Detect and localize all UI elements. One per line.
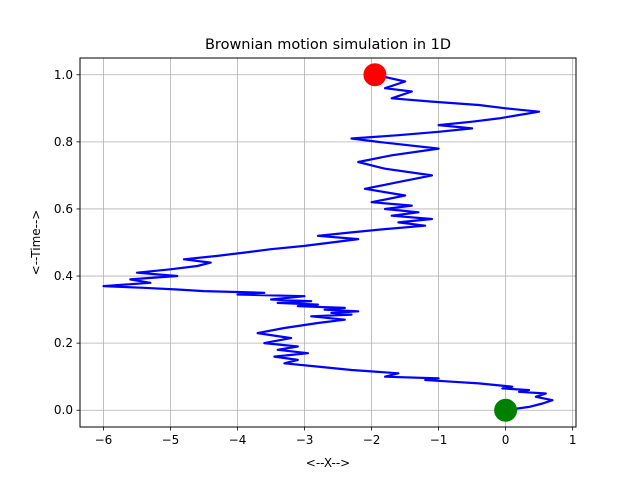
y-axis-label: <--Time--> xyxy=(29,210,43,276)
y-tick-label: 0.4 xyxy=(54,269,73,283)
x-tick-label: 0 xyxy=(502,433,510,447)
y-tick-label: 1.0 xyxy=(54,68,73,82)
x-tick-label: −2 xyxy=(363,433,381,447)
brownian-path-line xyxy=(102,73,554,412)
chart-title: Brownian motion simulation in 1D xyxy=(205,37,451,53)
axes-frame xyxy=(79,57,577,428)
x-tick-label: 1 xyxy=(569,433,577,447)
y-tick-label: 0.6 xyxy=(54,202,73,216)
x-tick-label: −3 xyxy=(296,433,314,447)
y-tick-label: 0.2 xyxy=(54,336,73,350)
x-axis-label: <--X--> xyxy=(306,456,350,470)
ticks: −6 −5 −4 −3 −2 −1 0 1 0.0 0.2 0.4 0.6 0.8 1.0 xyxy=(54,68,577,447)
x-tick-label: −4 xyxy=(229,433,247,447)
y-tick-label: 0.0 xyxy=(54,403,73,417)
x-tick-label: −1 xyxy=(430,433,448,447)
plot-area xyxy=(102,63,554,422)
x-tick-label: −6 xyxy=(95,433,113,447)
end-point xyxy=(363,63,387,87)
y-tick-label: 0.8 xyxy=(54,135,73,149)
x-tick-label: −5 xyxy=(162,433,180,447)
start-point xyxy=(494,398,518,422)
